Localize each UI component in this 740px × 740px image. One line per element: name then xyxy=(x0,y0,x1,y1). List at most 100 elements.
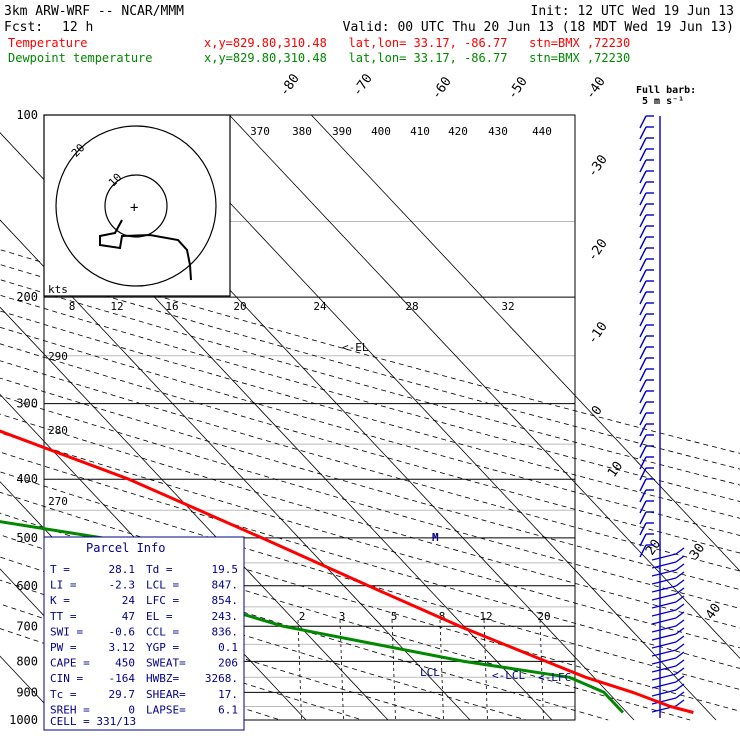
hodograph-trace xyxy=(99,219,192,281)
mixing-ratio-tick-label: 8 xyxy=(439,610,446,623)
isotherm-tick-label: -20 xyxy=(585,236,611,264)
wind-barb-shaft xyxy=(639,412,647,426)
wind-barb xyxy=(639,379,654,393)
wind-barb-shaft xyxy=(639,445,647,459)
parcel-value-left: -0.6 xyxy=(109,625,136,638)
theta-tick-label: 380 xyxy=(292,125,312,138)
wind-barb xyxy=(639,478,654,492)
mixing-ratio-line xyxy=(439,619,444,721)
wind-barb-shaft xyxy=(639,159,647,173)
wind-barb-shaft xyxy=(639,258,647,272)
parcel-label-right: LFC = xyxy=(146,594,179,607)
wind-barb-flag xyxy=(675,555,685,563)
wind-barb-shaft xyxy=(639,335,647,349)
wind-barb-shaft xyxy=(639,544,647,558)
wind-barb-flag xyxy=(675,611,685,619)
wind-barb xyxy=(639,544,654,558)
wind-barb-shaft xyxy=(651,593,677,601)
wind-barb-flag xyxy=(675,547,685,555)
wind-barb-shaft xyxy=(639,192,647,206)
pressure-tick-label: 300 xyxy=(16,397,38,411)
wind-barb xyxy=(639,258,654,272)
parcel-info-frame xyxy=(43,536,245,731)
sounding-annotations: <-EL LCL <-LCL <-LFC kts M xyxy=(48,283,571,684)
parcel-label-right: Td = xyxy=(146,563,173,576)
dry-adiabat-line xyxy=(0,556,527,721)
wind-barb-flag xyxy=(675,659,685,667)
wind-barb xyxy=(639,467,654,481)
mixing-ratio-tick-label: 20 xyxy=(537,610,550,623)
wind-barb xyxy=(639,126,654,140)
wind-barb-shaft xyxy=(639,478,647,492)
wind-barb-shaft xyxy=(639,324,647,338)
isotherm-tick-label: 0 xyxy=(589,403,606,418)
wind-barb xyxy=(639,236,654,250)
wind-barb xyxy=(639,269,654,283)
wind-barb-shaft xyxy=(651,625,677,633)
wind-barb xyxy=(651,579,685,593)
parcel-value-right: 243. xyxy=(212,610,239,623)
wind-barb-shaft xyxy=(639,434,647,448)
dry-adiabat-line xyxy=(0,360,740,572)
parcel-label-right: CCL = xyxy=(146,625,179,638)
parcel-value-right: 19.5 xyxy=(212,563,239,576)
isotherm-tick-label: -70 xyxy=(350,71,376,99)
dry-adiabat-line xyxy=(0,377,740,590)
wind-barb-flag xyxy=(675,675,685,683)
parcel-label-right: SHEAR= xyxy=(146,688,186,701)
mixing-ratio-tick-label: 2 xyxy=(299,610,306,623)
pressure-tick-label: 900 xyxy=(16,685,38,699)
wind-barb-flag xyxy=(675,643,685,651)
lcl-marker-left: LCL xyxy=(420,666,440,679)
wind-barb-shaft xyxy=(651,657,677,665)
wind-barb xyxy=(639,313,654,327)
wind-barb-shaft xyxy=(639,203,647,217)
wind-barb xyxy=(651,595,685,609)
wind-barb xyxy=(639,181,654,195)
wind-barb-flag xyxy=(675,667,685,675)
wind-barb-shaft xyxy=(651,681,677,689)
parcel-info-rows: T = 28.1 Td = 19.5 LI = -2.3 LCL = 847. K = 24 LFC… xyxy=(50,563,238,716)
speed-tick-label: 32 xyxy=(501,300,514,313)
isotherm-line xyxy=(147,114,717,721)
hodograph-inset: 20 10 + xyxy=(43,114,231,297)
wind-barb xyxy=(639,280,654,294)
parcel-value-left: 29.7 xyxy=(109,688,136,701)
wind-barb-shaft xyxy=(639,126,647,140)
hodograph-ring-outer xyxy=(55,125,217,287)
parcel-value-right: 854. xyxy=(212,594,239,607)
wind-barb xyxy=(639,291,654,305)
parcel-value-right: 3268. xyxy=(205,672,238,685)
wind-barb-shaft xyxy=(639,368,647,382)
mixing-ratio-line xyxy=(297,619,302,721)
wind-barb xyxy=(639,368,654,382)
wind-barb-shaft xyxy=(639,346,647,360)
wind-barb-shaft xyxy=(639,313,647,327)
parcel-value-right: 17. xyxy=(218,688,238,701)
parcel-label-left: CIN = xyxy=(50,672,83,685)
wind-barb-legend-line-2: 5 m s⁻¹ xyxy=(642,96,684,107)
speed-tick-label: 16 xyxy=(165,300,178,313)
wind-barb xyxy=(639,148,654,162)
wind-barb-shaft xyxy=(639,280,647,294)
wind-barb-flag xyxy=(675,691,685,699)
wind-barb-flag xyxy=(675,579,685,587)
temperature-series-name: Temperature xyxy=(8,36,87,50)
theta-tick-label: 440 xyxy=(532,125,552,138)
wind-barb xyxy=(639,335,654,349)
wind-barb-shaft xyxy=(651,673,677,681)
parcel-value-right: 206 xyxy=(218,657,238,670)
wind-barb-flag xyxy=(675,651,685,659)
wind-barb-shaft xyxy=(651,553,677,561)
dry-adiabat-line xyxy=(0,264,740,470)
wind-barb xyxy=(651,619,685,633)
speed-tick-label: 24 xyxy=(313,300,327,313)
isotherm-tick-label: -50 xyxy=(505,74,531,102)
wind-barb-flag xyxy=(675,627,685,635)
pressure-tick-label: 1000 xyxy=(9,713,38,727)
wind-barb xyxy=(639,115,654,129)
wind-barb xyxy=(639,434,654,448)
wind-barb xyxy=(651,627,685,641)
